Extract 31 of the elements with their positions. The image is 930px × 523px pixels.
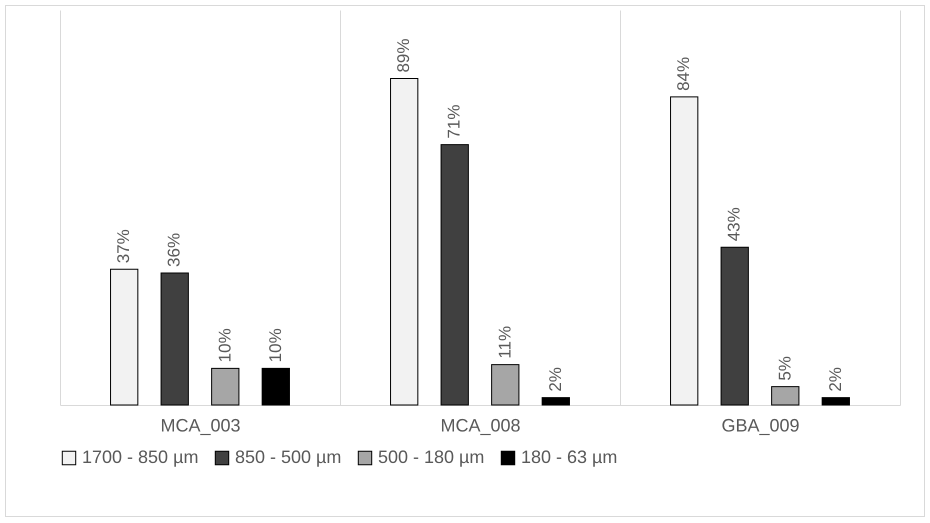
bar (390, 78, 418, 406)
bar (262, 368, 290, 406)
data-label: 2% (546, 367, 565, 392)
data-label: 71% (444, 104, 464, 139)
x-tick-label: MCA_008 (440, 416, 521, 436)
legend-label: 1700 - 850 µm (82, 447, 198, 467)
legend-label: 500 - 180 µm (378, 447, 484, 467)
bar (720, 246, 749, 406)
legend-label: 850 - 500 µm (235, 447, 342, 467)
data-label: 11% (495, 326, 514, 359)
bar (822, 397, 850, 406)
data-label: 89% (394, 38, 414, 73)
bar (110, 268, 138, 406)
data-label: 84% (674, 56, 694, 91)
bar (542, 397, 570, 406)
bar (211, 368, 240, 406)
data-label: 10% (266, 328, 285, 362)
bar (440, 144, 469, 406)
data-label: 43% (724, 207, 744, 242)
data-label: 5% (775, 356, 794, 381)
data-label: 36% (164, 232, 184, 267)
x-tick-label: GBA_009 (721, 416, 800, 436)
bar (491, 364, 520, 406)
bar (670, 96, 698, 406)
data-label: 2% (826, 367, 845, 392)
legend-label: 180 - 63 µm (521, 447, 618, 467)
x-tick-label: MCA_003 (160, 416, 241, 436)
data-label: 37% (114, 229, 134, 264)
bar (160, 272, 189, 406)
data-label: 10% (215, 328, 234, 362)
bar (771, 386, 800, 406)
